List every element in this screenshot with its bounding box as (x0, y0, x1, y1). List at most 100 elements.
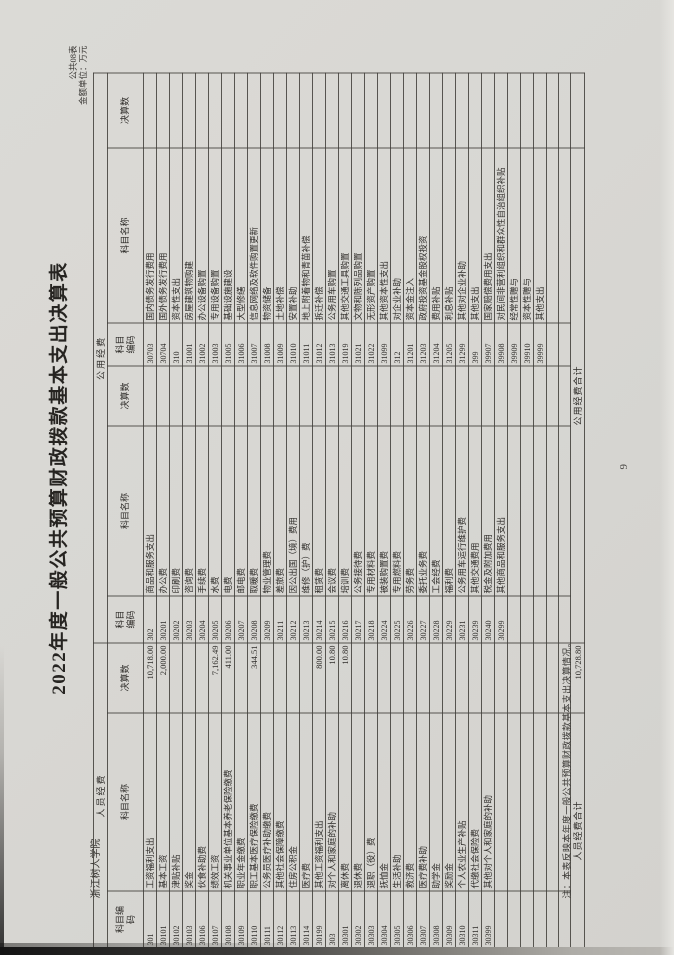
value-cell (468, 72, 482, 148)
code-cell: 31010 (286, 322, 300, 366)
value-cell (507, 72, 521, 148)
code-cell: 30103 (182, 890, 196, 948)
table-row: 303 对个人和家庭的补助 10.80 30215 会议费 31013 公务用车购置 (325, 72, 339, 948)
value-cell (195, 365, 209, 426)
table-row: 30111 公务员医疗补助缴费 30209 物业管理费 31008 物资储备 (260, 72, 274, 948)
value-cell (169, 365, 183, 426)
code-cell: 30304 (377, 890, 391, 948)
value-cell (429, 642, 443, 713)
scan-edge-right (660, 0, 674, 955)
name-cell (546, 425, 559, 596)
name-cell: 商品和服务支出 (143, 425, 157, 596)
code-cell: 30229 (442, 595, 456, 643)
name-cell: 资本性支出 (169, 147, 183, 323)
name-cell: 其他交通费用 (468, 425, 482, 596)
code-cell: 30108 (221, 890, 235, 948)
code-cell: 30212 (286, 595, 300, 643)
name-cell: 差旅费 (273, 425, 287, 596)
code-cell: 30206 (221, 595, 235, 643)
value-cell (221, 72, 235, 148)
value-cell (455, 642, 469, 713)
name-cell: 基础设施建设 (221, 147, 235, 323)
code-cell: 30303 (364, 890, 378, 948)
code-cell: 30308 (429, 890, 443, 948)
col-header-name-3: 科目名称 (107, 147, 144, 323)
code-cell: 31299 (455, 322, 469, 366)
value-cell (299, 642, 313, 713)
name-cell: 公务用车运行维护费 (455, 425, 469, 596)
name-cell: 职业年金缴费 (234, 712, 248, 891)
value-cell (364, 365, 378, 426)
code-cell: 30226 (403, 595, 417, 643)
table-row: 30303 退职（役）费 30218 专用材料费 31022 无形资产购置 (364, 72, 378, 948)
value-cell (273, 72, 287, 148)
code-cell: 30114 (299, 890, 313, 948)
name-cell: 其他资本性支出 (377, 147, 391, 323)
scan-edge-bottom (0, 947, 674, 955)
value-cell (377, 642, 391, 713)
name-cell: 安置补助 (286, 147, 300, 323)
value-cell (546, 365, 559, 426)
value-cell (286, 365, 300, 426)
name-cell: 专用燃料费 (390, 425, 404, 596)
value-cell (338, 365, 352, 426)
form-code-block: 公共08表 金额单位：万元 (68, 45, 88, 105)
code-cell: 30302 (351, 890, 365, 948)
name-cell: 绩效工资 (208, 712, 222, 891)
name-cell: 公务接待费 (351, 425, 365, 596)
table-row: 30108 机关事业单位基本养老保险缴费 411.00 30206 电费 31005 基础设… (221, 72, 235, 948)
table-row: 30109 职业年金缴费 30207 邮电费 31006 大型修缮 (234, 72, 248, 948)
code-cell: 39910 (520, 322, 534, 366)
name-cell: 租赁费 (312, 425, 326, 596)
table-row: 30199 其他工资福利支出 800.00 30214 租赁费 31012 拆迁补偿 (312, 72, 326, 948)
name-cell: 其他工资福利支出 (312, 712, 326, 891)
code-cell: 31006 (234, 322, 248, 366)
col-header-code-3: 科目编码 (107, 322, 144, 366)
value-cell (403, 365, 417, 426)
value-cell (299, 365, 313, 426)
name-cell: 公务员医疗补助缴费 (260, 712, 274, 891)
code-cell: 30209 (260, 595, 274, 643)
code-cell: 31203 (416, 322, 430, 366)
value-cell (182, 365, 196, 426)
code-cell: 30213 (299, 595, 313, 643)
table-row: 30310 个人农业生产补贴 30231 公务用车运行维护费 31299 其他对企业补助 (455, 72, 469, 948)
value-cell (351, 642, 365, 713)
name-cell: 津贴补贴 (169, 712, 183, 891)
scan-edge-left (0, 645, 4, 955)
value-cell (351, 365, 365, 426)
code-cell: 31009 (273, 322, 287, 366)
table-row: 39909 经常性赠与 (507, 72, 521, 948)
value-cell: 10.80 (338, 642, 352, 713)
code-cell: 31021 (351, 322, 365, 366)
name-cell: 对民间非营利组织和群众性自治组织补贴 (494, 147, 508, 323)
name-cell: 其他支出 (533, 147, 547, 323)
code-cell: 31003 (208, 322, 222, 366)
name-cell: 房屋建筑物购建 (182, 147, 196, 323)
value-cell (338, 72, 352, 148)
value-cell (273, 365, 287, 426)
code-cell: 303 (325, 890, 339, 948)
name-cell: 福利费 (442, 425, 456, 596)
name-cell: 咨询费 (182, 425, 196, 596)
table-row: 39999 其他支出 (533, 72, 547, 948)
name-cell (558, 425, 571, 596)
value-cell (416, 642, 430, 713)
name-cell: 资本性赠与 (520, 147, 534, 323)
code-cell: 30224 (377, 595, 391, 643)
name-cell: 机关事业单位基本养老保险缴费 (221, 712, 235, 891)
group-header-row: 人员经费 公用经费 (93, 72, 108, 948)
value-cell (299, 72, 313, 148)
value-cell (169, 72, 183, 148)
col-header-name-1: 科目名称 (107, 712, 144, 891)
name-cell (533, 425, 547, 596)
value-cell (481, 72, 495, 148)
name-cell: 政府投资基金股权投资 (416, 147, 430, 323)
value-cell (429, 365, 443, 426)
name-cell: 因公出国（境）费用 (286, 425, 300, 596)
value-cell (182, 72, 196, 148)
table-row: 30113 住房公积金 30212 因公出国（境）费用 31010 安置补助 (286, 72, 300, 948)
col-header-code-1: 科目编码 (107, 890, 144, 948)
table-row: 30114 医疗费 30213 维修（护）费 31011 地上附着物和青苗补偿 (299, 72, 313, 948)
